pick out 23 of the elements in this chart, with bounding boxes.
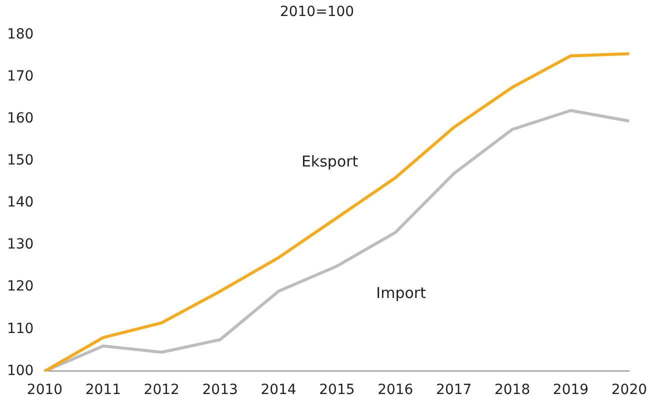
- y-tick-label: 150: [6, 152, 34, 169]
- chart-title: 2010=100: [280, 4, 354, 20]
- x-tick-label: 2016: [378, 382, 414, 398]
- x-tick-label: 2011: [85, 382, 121, 398]
- y-tick-label: 120: [6, 278, 34, 295]
- y-tick-label: 170: [6, 68, 34, 84]
- text: Import: [376, 284, 426, 302]
- x-tick-label: 2017: [436, 382, 472, 398]
- x-tick-label: 2018: [494, 382, 530, 398]
- x-tick-label: 2019: [552, 382, 589, 398]
- x-tick-label: 2020: [611, 382, 648, 398]
- series-label: Eksport: [301, 152, 358, 171]
- x-tick-label: 2014: [260, 382, 296, 398]
- y-tick-label: 110: [6, 320, 34, 337]
- y-tick-label: 180: [6, 26, 34, 42]
- y-tick-label: 160: [6, 110, 34, 127]
- y-tick-label: 130: [6, 236, 34, 253]
- y-tick-label: 100: [6, 362, 34, 379]
- y-tick-label: 140: [6, 194, 34, 211]
- x-tick-label: 2015: [319, 382, 355, 398]
- x-tick-label: 2013: [202, 382, 238, 398]
- x-tick-label: 2010: [26, 382, 63, 398]
- x-tick-label: 2012: [144, 382, 180, 398]
